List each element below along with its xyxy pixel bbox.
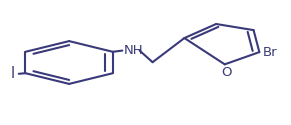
Text: O: O xyxy=(221,66,231,79)
Text: I: I xyxy=(11,66,15,81)
Text: Br: Br xyxy=(263,46,277,59)
Text: NH: NH xyxy=(124,44,143,57)
